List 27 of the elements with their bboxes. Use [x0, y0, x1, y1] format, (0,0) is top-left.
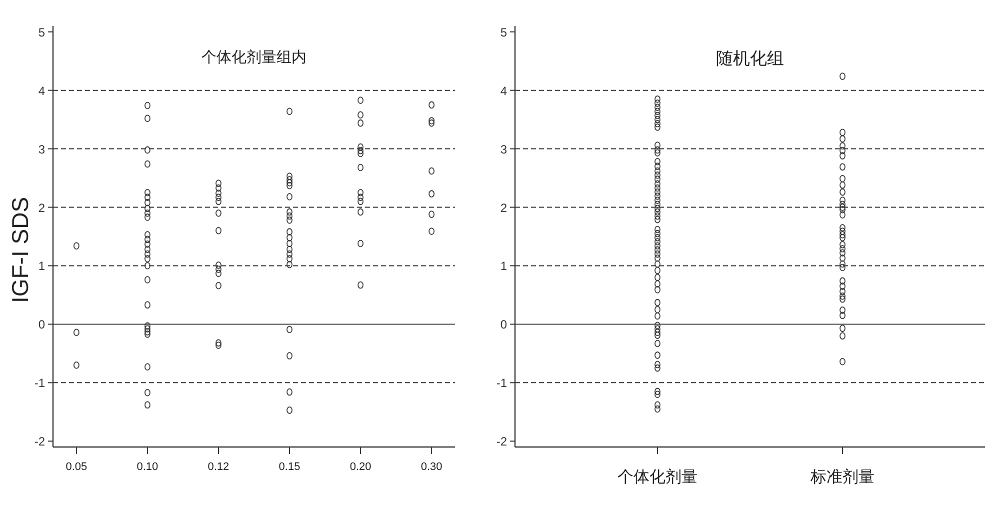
x-tick-label: 0.05	[66, 461, 88, 473]
y-tick-label: 3	[500, 142, 507, 156]
y-tick-label: 4	[500, 84, 507, 98]
x-tick-label: 0.10	[136, 461, 158, 473]
x-tick-label: 标准剂量	[810, 469, 875, 486]
x-tick-label: 0.12	[208, 461, 230, 473]
y-tick-label: 5	[500, 25, 507, 40]
y-tick-label: -1	[34, 376, 45, 390]
x-tick-label: 个体化剂量	[617, 469, 698, 486]
y-tick-label: 1	[500, 259, 507, 274]
y-tick-label: 2	[500, 200, 507, 215]
y-tick-label: -1	[496, 376, 507, 390]
y-tick-label: 0	[38, 318, 45, 332]
y-tick-label: 0	[500, 318, 507, 332]
y-tick-label: 4	[38, 84, 45, 98]
y-tick-label: 3	[38, 142, 45, 156]
x-tick-label: 0.20	[350, 461, 372, 473]
y-tick-label: 2	[38, 200, 45, 215]
y-axis-title: IGF-I SDS	[7, 196, 33, 304]
y-tick-label: 1	[38, 259, 45, 274]
x-tick-label: 0.30	[420, 461, 442, 473]
x-tick-label: 0.15	[278, 461, 300, 473]
y-tick-label: -2	[496, 434, 507, 449]
title: 个体化剂量组内	[202, 49, 306, 66]
y-tick-label: -2	[34, 434, 45, 449]
y-tick-label: 5	[38, 25, 45, 40]
title: 随机化组	[716, 49, 784, 68]
